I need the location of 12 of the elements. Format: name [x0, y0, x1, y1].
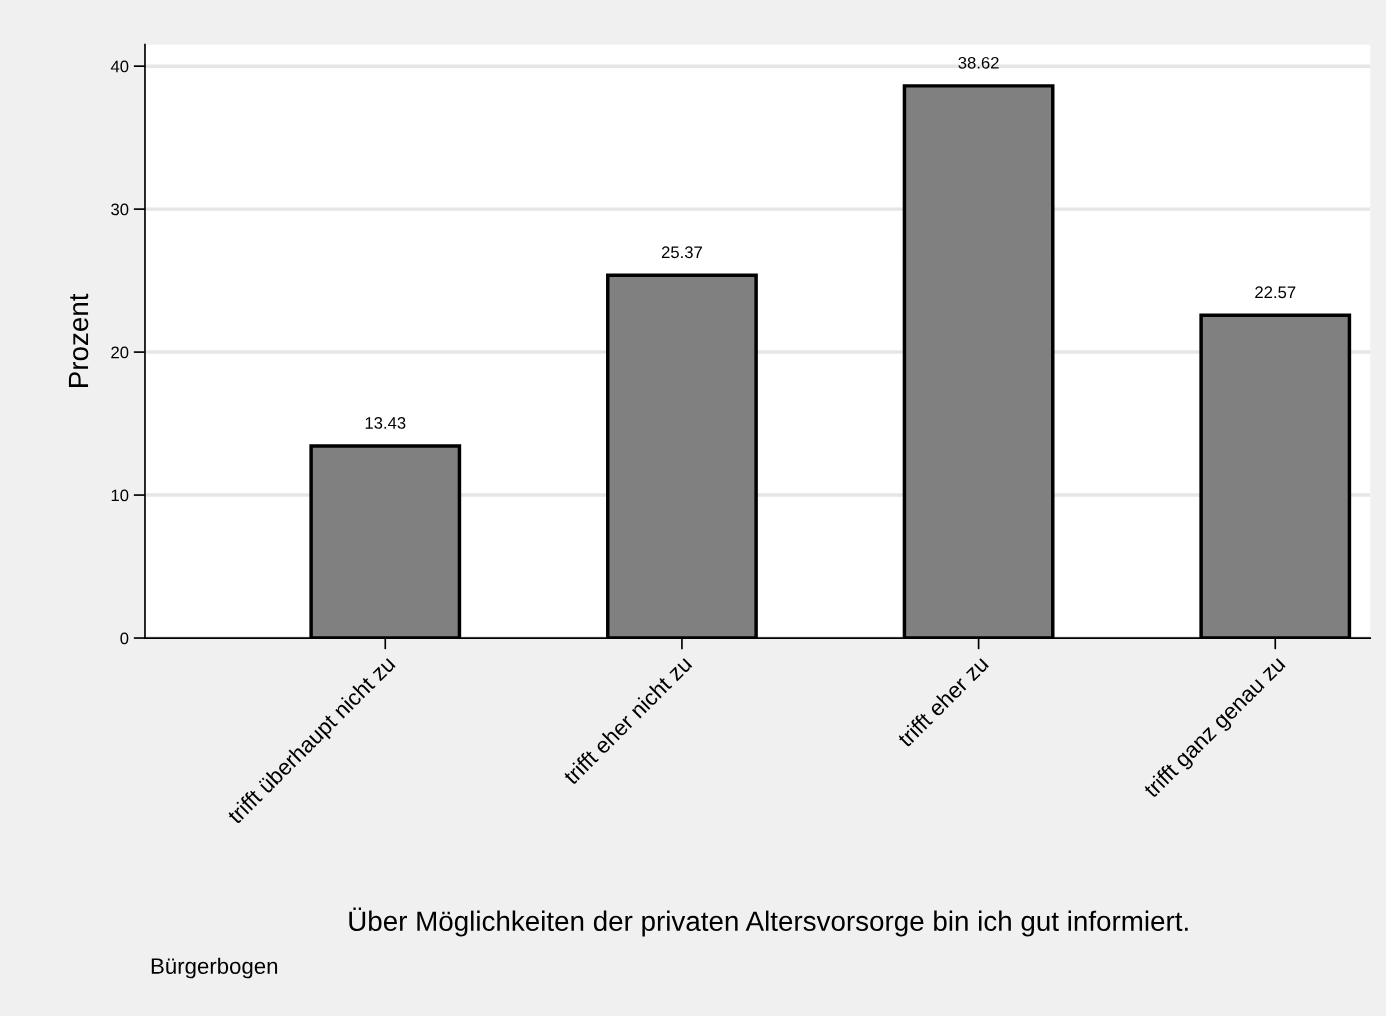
y-tick-label: 20	[111, 346, 129, 359]
data-label: 22.57	[1255, 286, 1296, 299]
y-tick-label: 30	[111, 203, 129, 216]
data-label: 25.37	[661, 246, 702, 259]
data-label: 13.43	[365, 417, 406, 429]
y-axis-title: Prozent	[68, 293, 89, 387]
y-tick-label: 10	[111, 489, 129, 502]
y-tick-label: 40	[110, 60, 129, 73]
y-tick-label: 0	[120, 632, 129, 645]
data-label: 38.62	[958, 56, 999, 69]
text: Bürgerbogen	[151, 957, 278, 979]
x-axis-title: Über Möglichkeiten der privaten Altersvorsorge bin ich gut informiert.	[349, 907, 1188, 937]
